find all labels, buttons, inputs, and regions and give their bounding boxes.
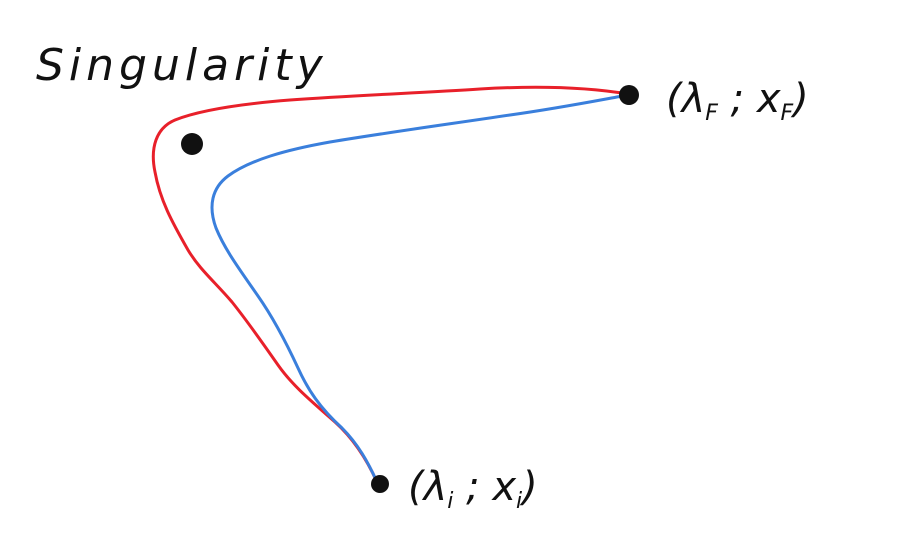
outer-path [151, 85, 630, 484]
end-lambda-symbol: λ [680, 76, 706, 122]
singularity-label: Singularity [36, 40, 328, 91]
start-open-paren: ( [408, 464, 426, 510]
end-point-dot [619, 85, 639, 105]
start-close-paren: ) [519, 464, 538, 510]
end-x-subscript: F [781, 101, 794, 126]
singularity-point [181, 133, 203, 155]
start-lambda-symbol: λ [422, 464, 448, 510]
end-separator: ; [718, 76, 757, 122]
start-x-symbol: x [490, 464, 516, 510]
svg-text:(λi ; xi): (λi ; xi) [408, 464, 538, 514]
start-point-label: (λi ; xi) [408, 464, 538, 514]
svg-text:(λF ; xF): (λF ; xF) [666, 76, 809, 126]
start-separator: ; [453, 464, 492, 510]
start-x-subscript: i [516, 489, 522, 514]
end-point-label: (λF ; xF) [666, 76, 809, 126]
end-lambda-subscript: F [705, 101, 718, 126]
start-lambda-subscript: i [447, 489, 453, 514]
inner-path [210, 93, 630, 484]
end-x-symbol: x [755, 76, 781, 122]
end-open-paren: ( [666, 76, 684, 122]
start-point-dot [371, 475, 389, 493]
end-close-paren: ) [790, 76, 809, 122]
